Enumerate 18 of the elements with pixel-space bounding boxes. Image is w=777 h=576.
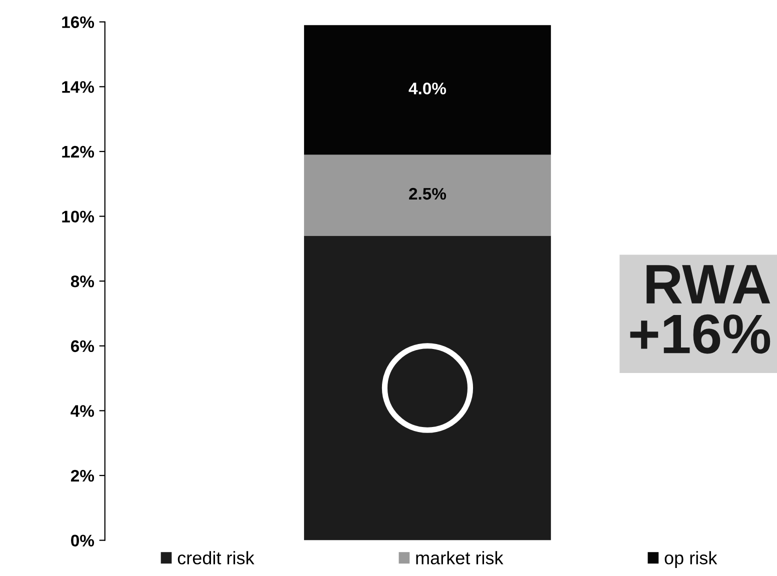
y-tick-label: 0% bbox=[71, 534, 94, 546]
data-label: 2.5% bbox=[409, 188, 446, 200]
y-tick-label: 16% bbox=[62, 16, 94, 28]
legend-label: credit risk bbox=[178, 551, 254, 564]
bar bbox=[304, 25, 551, 155]
y-tick-label: 2% bbox=[70, 470, 94, 482]
y-tick-label: 10% bbox=[62, 210, 94, 222]
text: RWA +16% bbox=[630, 265, 770, 354]
bar bbox=[304, 154, 551, 236]
y-tick-label: 14% bbox=[62, 81, 94, 93]
y-tick-label: 8% bbox=[70, 275, 94, 288]
legend-label: op risk bbox=[664, 551, 718, 568]
legend-label: market risk bbox=[416, 551, 504, 564]
bar bbox=[304, 236, 551, 540]
y-tick-label: 12% bbox=[62, 146, 94, 158]
y-tick-label: 6% bbox=[71, 340, 94, 352]
y-tick-label: 4% bbox=[70, 405, 94, 417]
data-label: 4.0% bbox=[408, 82, 446, 94]
